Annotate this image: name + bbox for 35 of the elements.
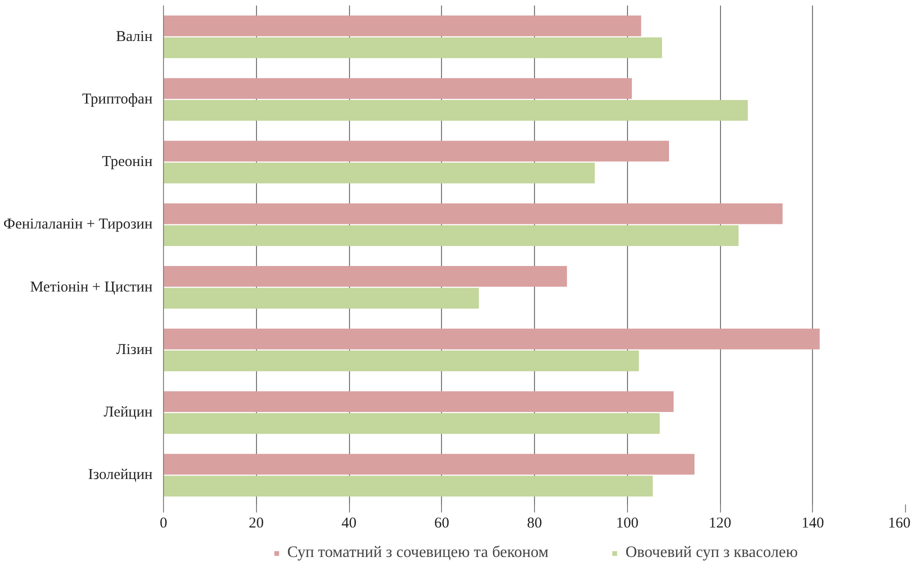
y-tick-label: Ізолейцин — [88, 467, 153, 484]
bar — [164, 78, 632, 99]
bar — [164, 203, 783, 224]
bar — [164, 162, 595, 184]
x-tick-label: 120 — [708, 516, 732, 532]
x-tick-label: 60 — [434, 516, 450, 532]
bar — [164, 391, 674, 412]
bar — [164, 350, 639, 372]
x-tick-label: 0 — [160, 516, 168, 532]
bar — [164, 454, 694, 475]
x-tick-label: 40 — [342, 516, 356, 532]
x-tick-label: 80 — [527, 516, 542, 532]
bar — [164, 476, 653, 497]
y-tick-label: Лізин — [116, 342, 153, 358]
y-tick-label: Метіонін + Цистин — [30, 279, 153, 296]
bar — [164, 288, 479, 309]
bar — [164, 37, 662, 58]
x-tick-label: 100 — [616, 516, 638, 532]
bar — [164, 266, 567, 287]
x-tick-label: 20 — [248, 516, 264, 532]
x-tick-label: 160 — [888, 516, 910, 532]
y-tick-label: Фенілаланін + Тирозин — [3, 216, 153, 233]
y-tick-label: Валін — [116, 28, 153, 45]
bar — [164, 100, 748, 121]
bar — [164, 413, 660, 434]
bar — [164, 15, 642, 36]
bar — [164, 140, 669, 162]
y-tick-label: Лейцин — [104, 404, 153, 421]
y-tick-label: Триптофан — [82, 91, 153, 108]
x-tick-label: 140 — [802, 516, 824, 532]
y-tick-label: Треонін — [102, 154, 153, 170]
legend-label: Овочевий суп з квасолею — [625, 544, 798, 562]
bar — [164, 328, 820, 350]
bar — [164, 225, 739, 246]
legend-label: Суп томатний з сочевицею та беконом — [287, 544, 548, 562]
